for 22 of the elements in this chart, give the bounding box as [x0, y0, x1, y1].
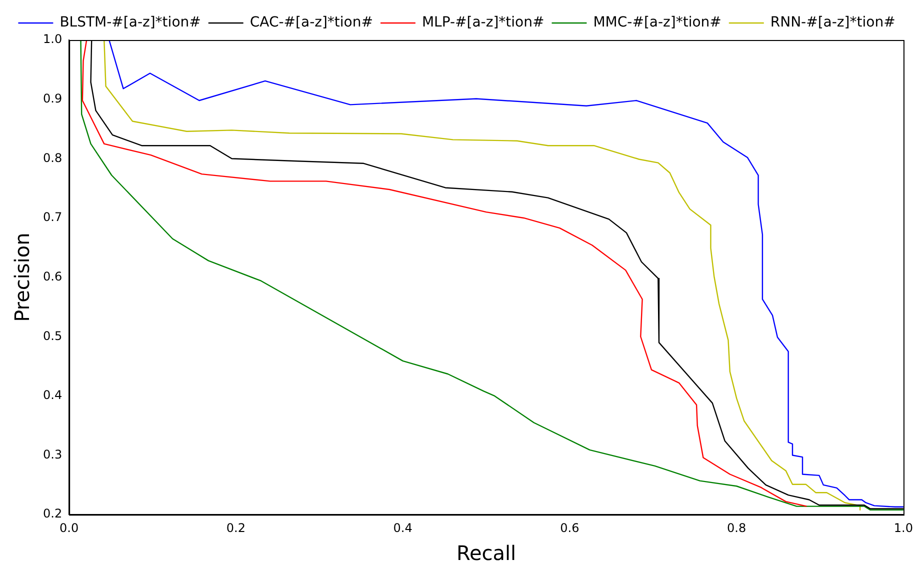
- y-tick-label: 0.2: [42, 506, 62, 521]
- y-tick-label: 0.5: [42, 328, 62, 343]
- legend-label: RNN-#[a-z]*tion#: [770, 14, 896, 31]
- x-tick-label: 0.6: [560, 520, 580, 535]
- legend-label: MMC-#[a-z]*tion#: [593, 14, 722, 31]
- y-tick-label: 0.8: [42, 150, 62, 165]
- x-tick-label: 0.8: [727, 520, 746, 535]
- legend-label: MLP-#[a-z]*tion#: [422, 14, 544, 31]
- x-tick-label: 0.2: [226, 520, 246, 535]
- y-tick-label: 0.4: [42, 388, 62, 402]
- x-tick-label: 1.0: [894, 520, 914, 535]
- y-tick-label: 0.6: [42, 269, 62, 284]
- x-tick-label: 0.4: [393, 520, 412, 535]
- legend-label: CAC-#[a-z]*tion#: [250, 14, 373, 31]
- x-axis-title: Recall: [456, 541, 516, 566]
- y-tick-label: 0.3: [42, 447, 62, 462]
- legend-label: BLSTM-#[a-z]*tion#: [60, 14, 201, 31]
- y-tick-label: 0.7: [42, 210, 62, 224]
- y-axis-title: Precision: [10, 232, 34, 322]
- x-tick-label: 0.0: [60, 520, 79, 535]
- y-tick-label: 0.9: [42, 91, 62, 106]
- y-tick-label: 1.0: [42, 32, 62, 46]
